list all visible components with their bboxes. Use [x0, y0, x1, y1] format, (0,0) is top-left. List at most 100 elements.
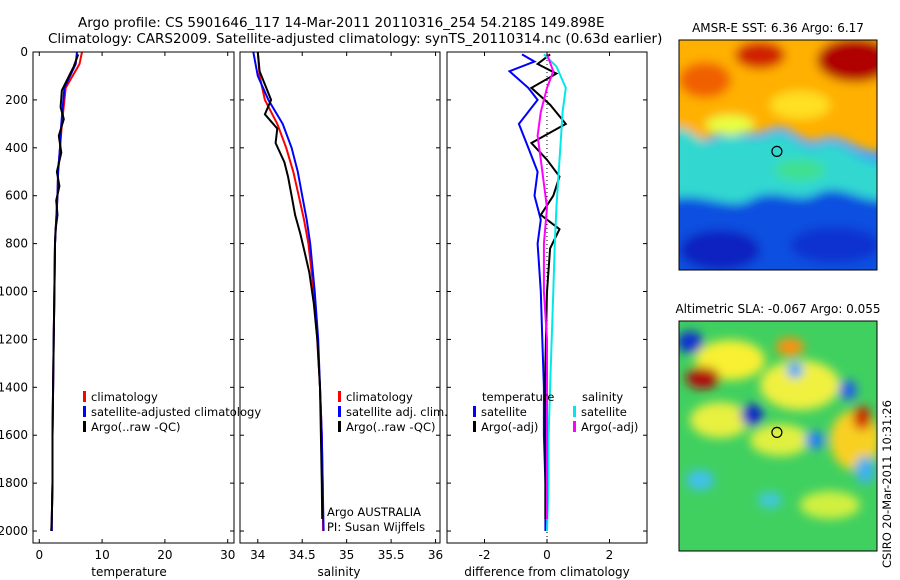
- sla-cyan-1: [686, 470, 714, 490]
- legend-climatology: climatology: [91, 390, 158, 404]
- sst-hot-spot: [735, 41, 785, 69]
- legend-sal-argo: Argo(-adj): [581, 420, 638, 434]
- sst-green-spot: [775, 159, 825, 181]
- sla-map-panel: Altimetric SLA: -0.067 Argo: 0.055: [675, 302, 881, 552]
- annotation-argo-australia: Argo AUSTRALIA: [327, 505, 421, 519]
- difference-xtick-label: -2: [479, 548, 491, 562]
- legend-argo: Argo(..raw -QC): [91, 420, 181, 434]
- temperature-ticks: 0 10 20 30 0 200 400 600 800 1000 1200 1400 1600 1800…: [0, 45, 235, 562]
- sla-orange-1: [776, 338, 804, 356]
- legend-temperature-header: temperature: [482, 390, 554, 404]
- sla-cold-2: [741, 404, 763, 426]
- legend-temp-argo: Argo(-adj): [481, 420, 538, 434]
- sst-deep-cold: [680, 230, 760, 270]
- salinity-panel: 34 34.5 35 35.5 36 salinity climatology sate…: [239, 51, 448, 579]
- sst-axes-box: [678, 39, 878, 271]
- difference-xtick-label: 0: [543, 548, 551, 562]
- temperature-ytick-label: 1800: [0, 476, 28, 490]
- difference-series-line-3: [536, 54, 555, 519]
- legend-swatch-argo: [338, 421, 341, 432]
- temperature-panel: 0 10 20 30 0 200 400 600 800 1000 1200 1400 1600 1800…: [0, 45, 261, 579]
- difference-series-group: [507, 53, 568, 532]
- difference-ticks: -2 0 2: [447, 51, 647, 562]
- salinity-xtick-label: 34.5: [289, 548, 316, 562]
- temperature-ytick-label: 800: [5, 237, 28, 251]
- difference-legend: temperature satellite Argo(-adj) salinit…: [473, 390, 638, 434]
- sla-axes-box: [678, 320, 878, 552]
- salinity-series-line-0: [256, 51, 325, 532]
- temperature-series-line-0: [50, 51, 83, 531]
- temperature-xlabel: temperature: [91, 565, 166, 579]
- legend-swatch-temp-argo: [473, 421, 476, 432]
- sst-deep-cold-2: [790, 227, 877, 263]
- temperature-ytick-label: 2000: [0, 524, 28, 538]
- sst-heatmap: [679, 40, 877, 270]
- difference-series-line-1: [529, 53, 568, 519]
- sla-cold-1: [679, 331, 703, 353]
- salinity-xtick-label: 36: [428, 548, 443, 562]
- legend-satellite-adjusted: satellite-adjusted climatology: [91, 405, 261, 419]
- sla-cyan-2: [758, 492, 782, 508]
- sla-cold-5: [805, 431, 825, 449]
- legend-swatch-sal-satellite: [573, 406, 576, 417]
- salinity-xtick-label: 35: [339, 548, 354, 562]
- sla-hot-1: [686, 367, 720, 389]
- temperature-ytick-label: 400: [5, 141, 28, 155]
- header-line-1: Argo profile: CS 5901646_117 14-Mar-2011…: [78, 15, 605, 31]
- sla-cold-4: [787, 362, 803, 378]
- difference-xtick-label: 2: [606, 548, 614, 562]
- difference-panel: -2 0 2 difference from climatology tempera…: [446, 51, 648, 579]
- legend-argo: Argo(..raw -QC): [346, 420, 436, 434]
- legend-swatch-climatology: [83, 391, 86, 402]
- sla-yellow-6: [800, 491, 860, 519]
- temperature-ytick-label: 1400: [0, 380, 28, 394]
- sst-map-title: AMSR-E SST: 6.36 Argo: 6.17: [692, 21, 864, 35]
- csiro-timestamp: CSIRO 20-Mar-2011 10:31:26: [880, 400, 894, 568]
- difference-series-line-2: [543, 53, 567, 532]
- sla-cyan-3: [855, 456, 875, 484]
- salinity-xtick-label: 34: [250, 548, 265, 562]
- legend-swatch-sal-argo: [573, 421, 576, 432]
- salinity-series-group: [252, 51, 325, 532]
- sst-yellow-spot: [770, 91, 830, 119]
- temperature-xtick-label: 20: [157, 548, 172, 562]
- temperature-xtick-label: 30: [220, 548, 235, 562]
- legend-salinity-header: salinity: [582, 390, 623, 404]
- sla-yellow-3: [690, 402, 750, 438]
- difference-series-line-0: [507, 53, 547, 531]
- sla-yellow-5: [750, 424, 810, 456]
- temperature-legend: climatology satellite-adjusted climatolo…: [83, 390, 261, 434]
- legend-swatch-satellite: [83, 406, 86, 417]
- annotation-pi: PI: Susan Wijffels: [327, 520, 425, 534]
- sst-map-panel: AMSR-E SST: 6.36 Argo: 6.17: [678, 21, 878, 271]
- sla-cold-3: [839, 380, 857, 400]
- temperature-ytick-label: 200: [5, 93, 28, 107]
- salinity-xlabel: salinity: [317, 565, 360, 579]
- legend-sal-satellite: satellite: [581, 405, 627, 419]
- temperature-series-line-1: [50, 51, 78, 531]
- legend-swatch-temp-satellite: [473, 406, 476, 417]
- temperature-ytick-label: 1600: [0, 428, 28, 442]
- legend-temp-satellite: satellite: [481, 405, 527, 419]
- difference-xlabel: difference from climatology: [464, 565, 630, 579]
- temperature-ytick-label: 1000: [0, 285, 28, 299]
- legend-swatch-climatology: [338, 391, 341, 402]
- salinity-legend: climatology satellite adj. clim. Argo(..…: [338, 390, 448, 434]
- temperature-series-line-2: [50, 54, 80, 532]
- sla-hot-2: [853, 406, 871, 430]
- salinity-series-line-2: [256, 51, 324, 520]
- sst-hot-core: [817, 40, 877, 82]
- sst-yellow-spot-2: [706, 115, 754, 135]
- temperature-ytick-label: 600: [5, 189, 28, 203]
- temperature-xtick-label: 10: [94, 548, 109, 562]
- temperature-ytick-label: 0: [20, 45, 28, 59]
- temperature-axes-box: [32, 51, 235, 544]
- temperature-ytick-label: 1200: [0, 332, 28, 346]
- argo-position-marker: [771, 426, 783, 438]
- sla-map-title: Altimetric SLA: -0.067 Argo: 0.055: [675, 302, 880, 316]
- salinity-ticks: 34 34.5 35 35.5 36: [240, 51, 443, 562]
- header-line-2: Climatology: CARS2009. Satellite-adjuste…: [48, 31, 662, 47]
- legend-swatch-argo: [83, 421, 86, 432]
- temperature-series-group: [50, 51, 83, 532]
